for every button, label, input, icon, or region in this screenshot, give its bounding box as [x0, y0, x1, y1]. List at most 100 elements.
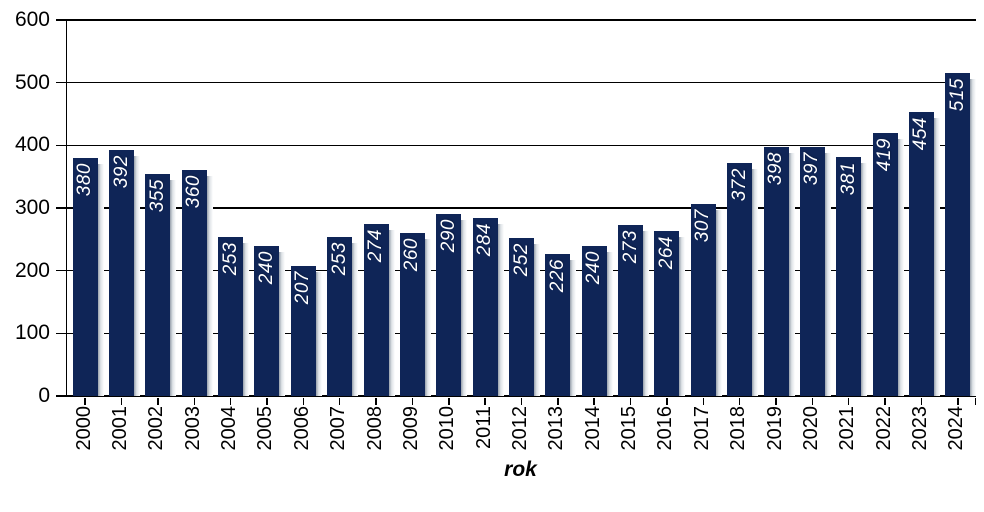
x-axis-tick-label-text: 2016: [654, 406, 677, 451]
bar-value-label: 284: [474, 223, 496, 257]
x-axis-end-tick: [974, 398, 976, 405]
gridline: [67, 82, 976, 84]
x-axis-tick: [884, 398, 886, 405]
x-axis-line: [56, 395, 976, 397]
bar-value-label: 392: [110, 155, 132, 189]
x-axis-tick-label: 2011: [472, 406, 496, 449]
x-axis-tick-label: 2016: [654, 406, 678, 451]
bar-shadow: [424, 239, 431, 396]
x-axis-tick: [411, 398, 414, 405]
x-axis-tick-label: 2002: [145, 406, 169, 451]
bar-value-label: 290: [437, 219, 459, 253]
x-axis-tick-label-text: 2014: [581, 406, 604, 451]
bar-value-label: 260: [401, 238, 423, 272]
bar-shadow: [315, 272, 322, 396]
x-axis-tick: [84, 398, 86, 405]
x-axis-tick: [557, 398, 559, 405]
x-axis-tick-label: 2001: [109, 406, 133, 451]
bar-shadow: [97, 163, 104, 396]
x-axis-tick-label: 2018: [727, 406, 751, 451]
y-axis-tick-label: 600: [14, 8, 50, 31]
x-axis-tick-label: 2007: [327, 406, 351, 451]
bar: 207: [290, 266, 316, 396]
x-axis-tick-label-text: 2009: [399, 406, 422, 451]
gridline: [67, 207, 976, 209]
x-axis-tick-label-text: 2002: [145, 406, 168, 451]
bar-shadow: [788, 152, 795, 396]
bar-shadow: [933, 117, 940, 396]
bar: 398: [763, 146, 789, 396]
x-axis-tick-label: 2023: [908, 406, 932, 451]
x-axis-tick: [229, 398, 232, 405]
y-axis-tick: [56, 81, 67, 84]
bar: 454: [908, 111, 934, 396]
x-axis-tick-label: 2019: [763, 406, 787, 451]
x-axis-tick-label: 2008: [363, 406, 387, 451]
x-axis-tick: [775, 398, 777, 405]
x-axis-tick: [338, 398, 341, 405]
x-axis-tick-label: 2015: [618, 406, 642, 451]
bar: 307: [690, 203, 716, 396]
bar-shadow: [861, 163, 868, 396]
x-axis-tick-label: 2005: [254, 406, 278, 451]
bar-shadow: [897, 139, 904, 396]
x-axis-tick: [520, 398, 523, 405]
x-axis-tick-label: 2014: [581, 406, 605, 451]
x-axis-tick-label-text: 2007: [327, 406, 350, 451]
x-axis-tick-label: 2010: [436, 406, 460, 451]
bar: 355: [145, 173, 171, 396]
bar-value-label: 207: [292, 271, 314, 305]
bar: 360: [181, 170, 207, 396]
x-axis-tick-label: 2024: [945, 406, 969, 451]
x-axis-tick: [302, 398, 305, 405]
bar-value-label: 419: [874, 138, 896, 172]
x-axis-tick-label-text: 2011: [472, 406, 495, 450]
x-axis-tick-label: 2006: [290, 406, 314, 451]
x-axis-tick-label: 2021: [836, 406, 860, 451]
bar-value-label: 252: [510, 243, 532, 277]
bar-shadow: [206, 176, 213, 396]
x-axis-tick: [920, 398, 923, 405]
bar-value-label: 274: [365, 229, 387, 263]
y-axis-tick-label: 400: [14, 133, 50, 157]
x-axis-tick: [266, 398, 268, 405]
bar-value-label: 253: [219, 242, 241, 276]
x-axis-tick-label-text: 2008: [363, 406, 386, 451]
x-axis-tick-label-text: 2001: [109, 406, 132, 451]
bar-shadow: [279, 251, 286, 396]
x-axis-tick-label-text: 2005: [254, 406, 277, 451]
x-axis-tick-label: 2004: [218, 406, 242, 451]
bar-value-label: 454: [910, 116, 932, 150]
y-axis-tick: [56, 207, 67, 209]
x-axis-tick-label-text: 2020: [799, 406, 822, 451]
x-axis-tick: [957, 398, 959, 405]
x-axis-tick-label-text: 2013: [545, 406, 568, 451]
bar: 372: [727, 162, 753, 396]
y-axis-tick-label: 0: [38, 384, 50, 407]
gridline: [67, 144, 976, 146]
x-axis-tick-label-text: 2023: [908, 406, 931, 451]
y-axis-tick-label: 100: [14, 321, 50, 345]
x-axis-tick: [593, 398, 595, 405]
x-axis-tick-label-text: 2012: [509, 406, 531, 451]
bar: 290: [436, 214, 462, 396]
bar: 380: [72, 157, 98, 396]
bar-shadow: [461, 220, 468, 396]
bar-shadow: [352, 243, 359, 396]
x-axis-tick-label-text: 2006: [290, 406, 313, 451]
bar: 273: [618, 224, 644, 396]
y-axis-tick: [56, 332, 67, 335]
x-axis-tick: [666, 398, 668, 405]
bar-shadow: [715, 209, 722, 396]
bar-value-label: 240: [583, 250, 605, 284]
bar-shadow: [497, 224, 504, 396]
y-axis-tick: [56, 144, 67, 147]
bar: 240: [581, 245, 607, 396]
bar: 381: [836, 157, 862, 396]
x-axis-tick-label-text: 2003: [181, 406, 204, 451]
bar-value-label: 355: [146, 178, 168, 212]
x-axis-tick-label-text: 2010: [436, 406, 459, 451]
x-axis-tick-label-text: 2018: [727, 406, 750, 451]
plot-area: 380 392 355 360 253 240 207 253 274 260 290 284 252 2…: [56, 19, 977, 405]
